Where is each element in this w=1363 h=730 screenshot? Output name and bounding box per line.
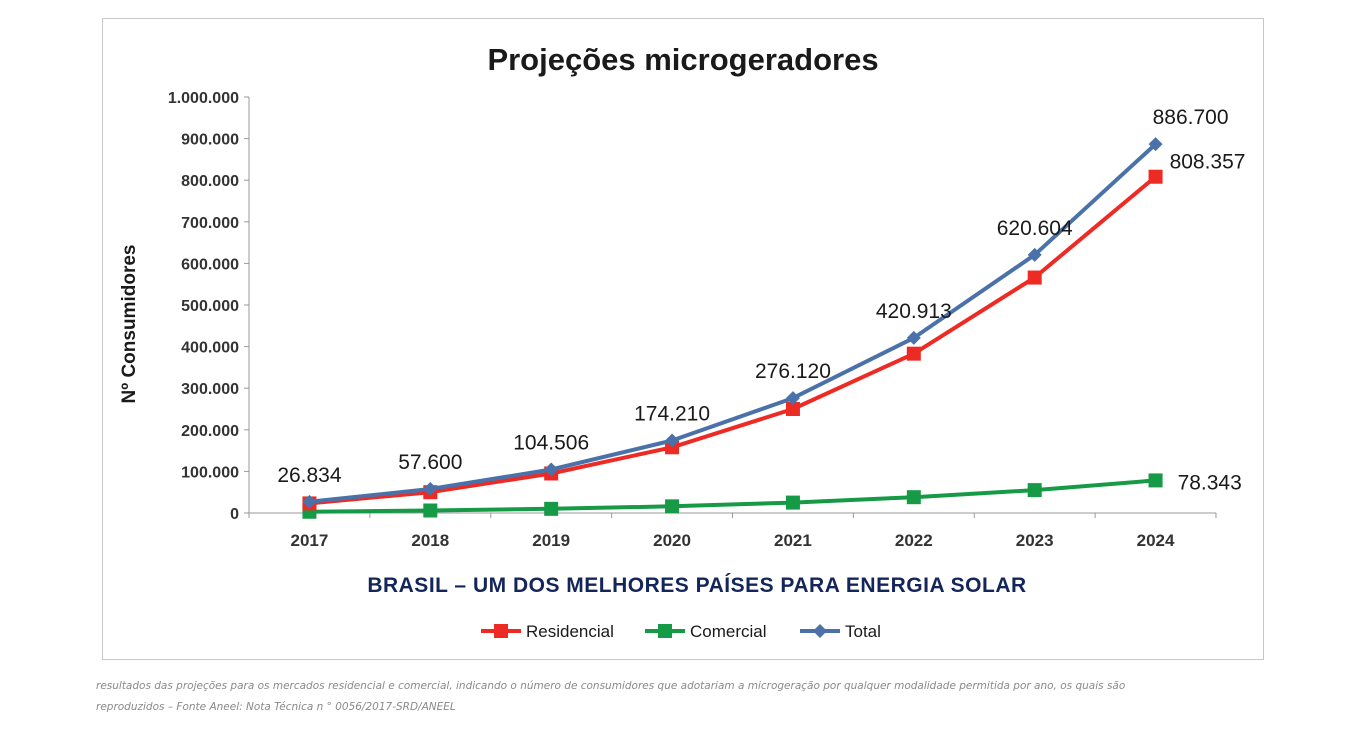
series-line-residencial <box>307 174 1158 506</box>
axes: 0 100.000 200.000 300.000 400.000 500.000 600.… <box>168 90 1217 550</box>
data-point-total <box>544 462 559 477</box>
legend-label: Residencial <box>526 622 614 641</box>
data-label-total: 104.506 <box>513 432 589 455</box>
legend-label: Comercial <box>690 622 767 641</box>
line-chart: Projeções microgeradores Nº Consumidores… <box>119 42 1245 641</box>
y-tick-label: 800.000 <box>181 173 239 190</box>
data-point-comercial <box>1027 483 1042 498</box>
x-tick-label: 2021 <box>774 531 812 550</box>
data-point-residencial <box>1148 169 1163 184</box>
legend-marker <box>813 624 827 638</box>
data-point-total <box>785 391 800 406</box>
legend-marker <box>494 624 508 638</box>
y-tick-label: 500.000 <box>181 298 239 315</box>
data-label-residencial: 808.357 <box>1170 151 1246 174</box>
x-tick-label: 2023 <box>1016 531 1054 550</box>
data-label-total: 57.600 <box>398 451 462 474</box>
x-tick-label: 2019 <box>532 531 570 550</box>
data-label-comercial: 78.343 <box>1178 471 1242 494</box>
data-point-total <box>665 433 680 448</box>
y-tick-label: 400.000 <box>181 340 239 357</box>
series-line-total <box>307 142 1158 504</box>
legend-label: Total <box>845 622 881 641</box>
x-tick-label: 2018 <box>411 531 449 550</box>
data-label-total: 26.834 <box>277 464 342 487</box>
y-tick-label: 300.000 <box>181 381 239 398</box>
x-tick-label: 2024 <box>1137 531 1175 550</box>
legend-marker <box>658 624 672 638</box>
series-line-comercial <box>307 478 1158 514</box>
data-point-residencial <box>785 402 800 416</box>
data-point-comercial <box>665 499 680 514</box>
chart-title: Projeções microgeradores <box>487 42 878 77</box>
data-point-comercial <box>423 503 438 518</box>
data-point-comercial <box>544 501 559 516</box>
legend: Residencial Comercial Total <box>481 622 881 641</box>
data-point-comercial <box>906 490 921 505</box>
data-point-total <box>423 482 438 497</box>
y-tick-label: 900.000 <box>181 132 239 149</box>
x-tick-label: 2020 <box>653 531 691 550</box>
data-label-total: 886.700 <box>1153 106 1229 129</box>
data-point-residencial <box>906 346 921 361</box>
x-tick-label: 2022 <box>895 531 933 550</box>
x-tick-label: 2017 <box>291 531 329 550</box>
caption-line-1: resultados das projeções para os mercado… <box>96 680 1126 692</box>
y-tick-label: 600.000 <box>181 256 239 273</box>
data-point-total <box>1027 247 1042 262</box>
data-point-comercial <box>1148 473 1163 488</box>
y-tick-label: 700.000 <box>181 215 239 232</box>
data-label-total: 276.120 <box>755 360 831 383</box>
y-tick-label: 1.000.000 <box>168 90 239 107</box>
chart-subtitle: BRASIL – UM DOS MELHORES PAÍSES PARA ENE… <box>367 574 1026 597</box>
data-point-total <box>1148 137 1163 152</box>
data-point-total <box>302 494 317 509</box>
figure-caption: resultados das projeções para os mercado… <box>96 676 1276 718</box>
y-tick-label: 100.000 <box>181 464 239 481</box>
data-label-total: 174.210 <box>634 403 710 426</box>
y-tick-label: 0 <box>230 506 239 523</box>
data-label-total: 420.913 <box>876 300 952 323</box>
data-point-residencial <box>1027 270 1042 285</box>
data-point-comercial <box>785 495 800 510</box>
chart-frame: Projeções microgeradores Nº Consumidores… <box>102 18 1264 660</box>
data-point-total <box>906 330 921 345</box>
data-label-total: 620.604 <box>997 217 1073 240</box>
data-labels: 26.834 57.600 104.506 174.210 276.120 420.913… <box>277 106 1245 494</box>
y-tick-label: 200.000 <box>181 423 239 440</box>
series-layer <box>302 137 1163 519</box>
y-axis-label: Nº Consumidores <box>119 245 140 404</box>
caption-line-2: reproduzidos – Fonte Aneel: Nota Técnica… <box>96 701 456 713</box>
